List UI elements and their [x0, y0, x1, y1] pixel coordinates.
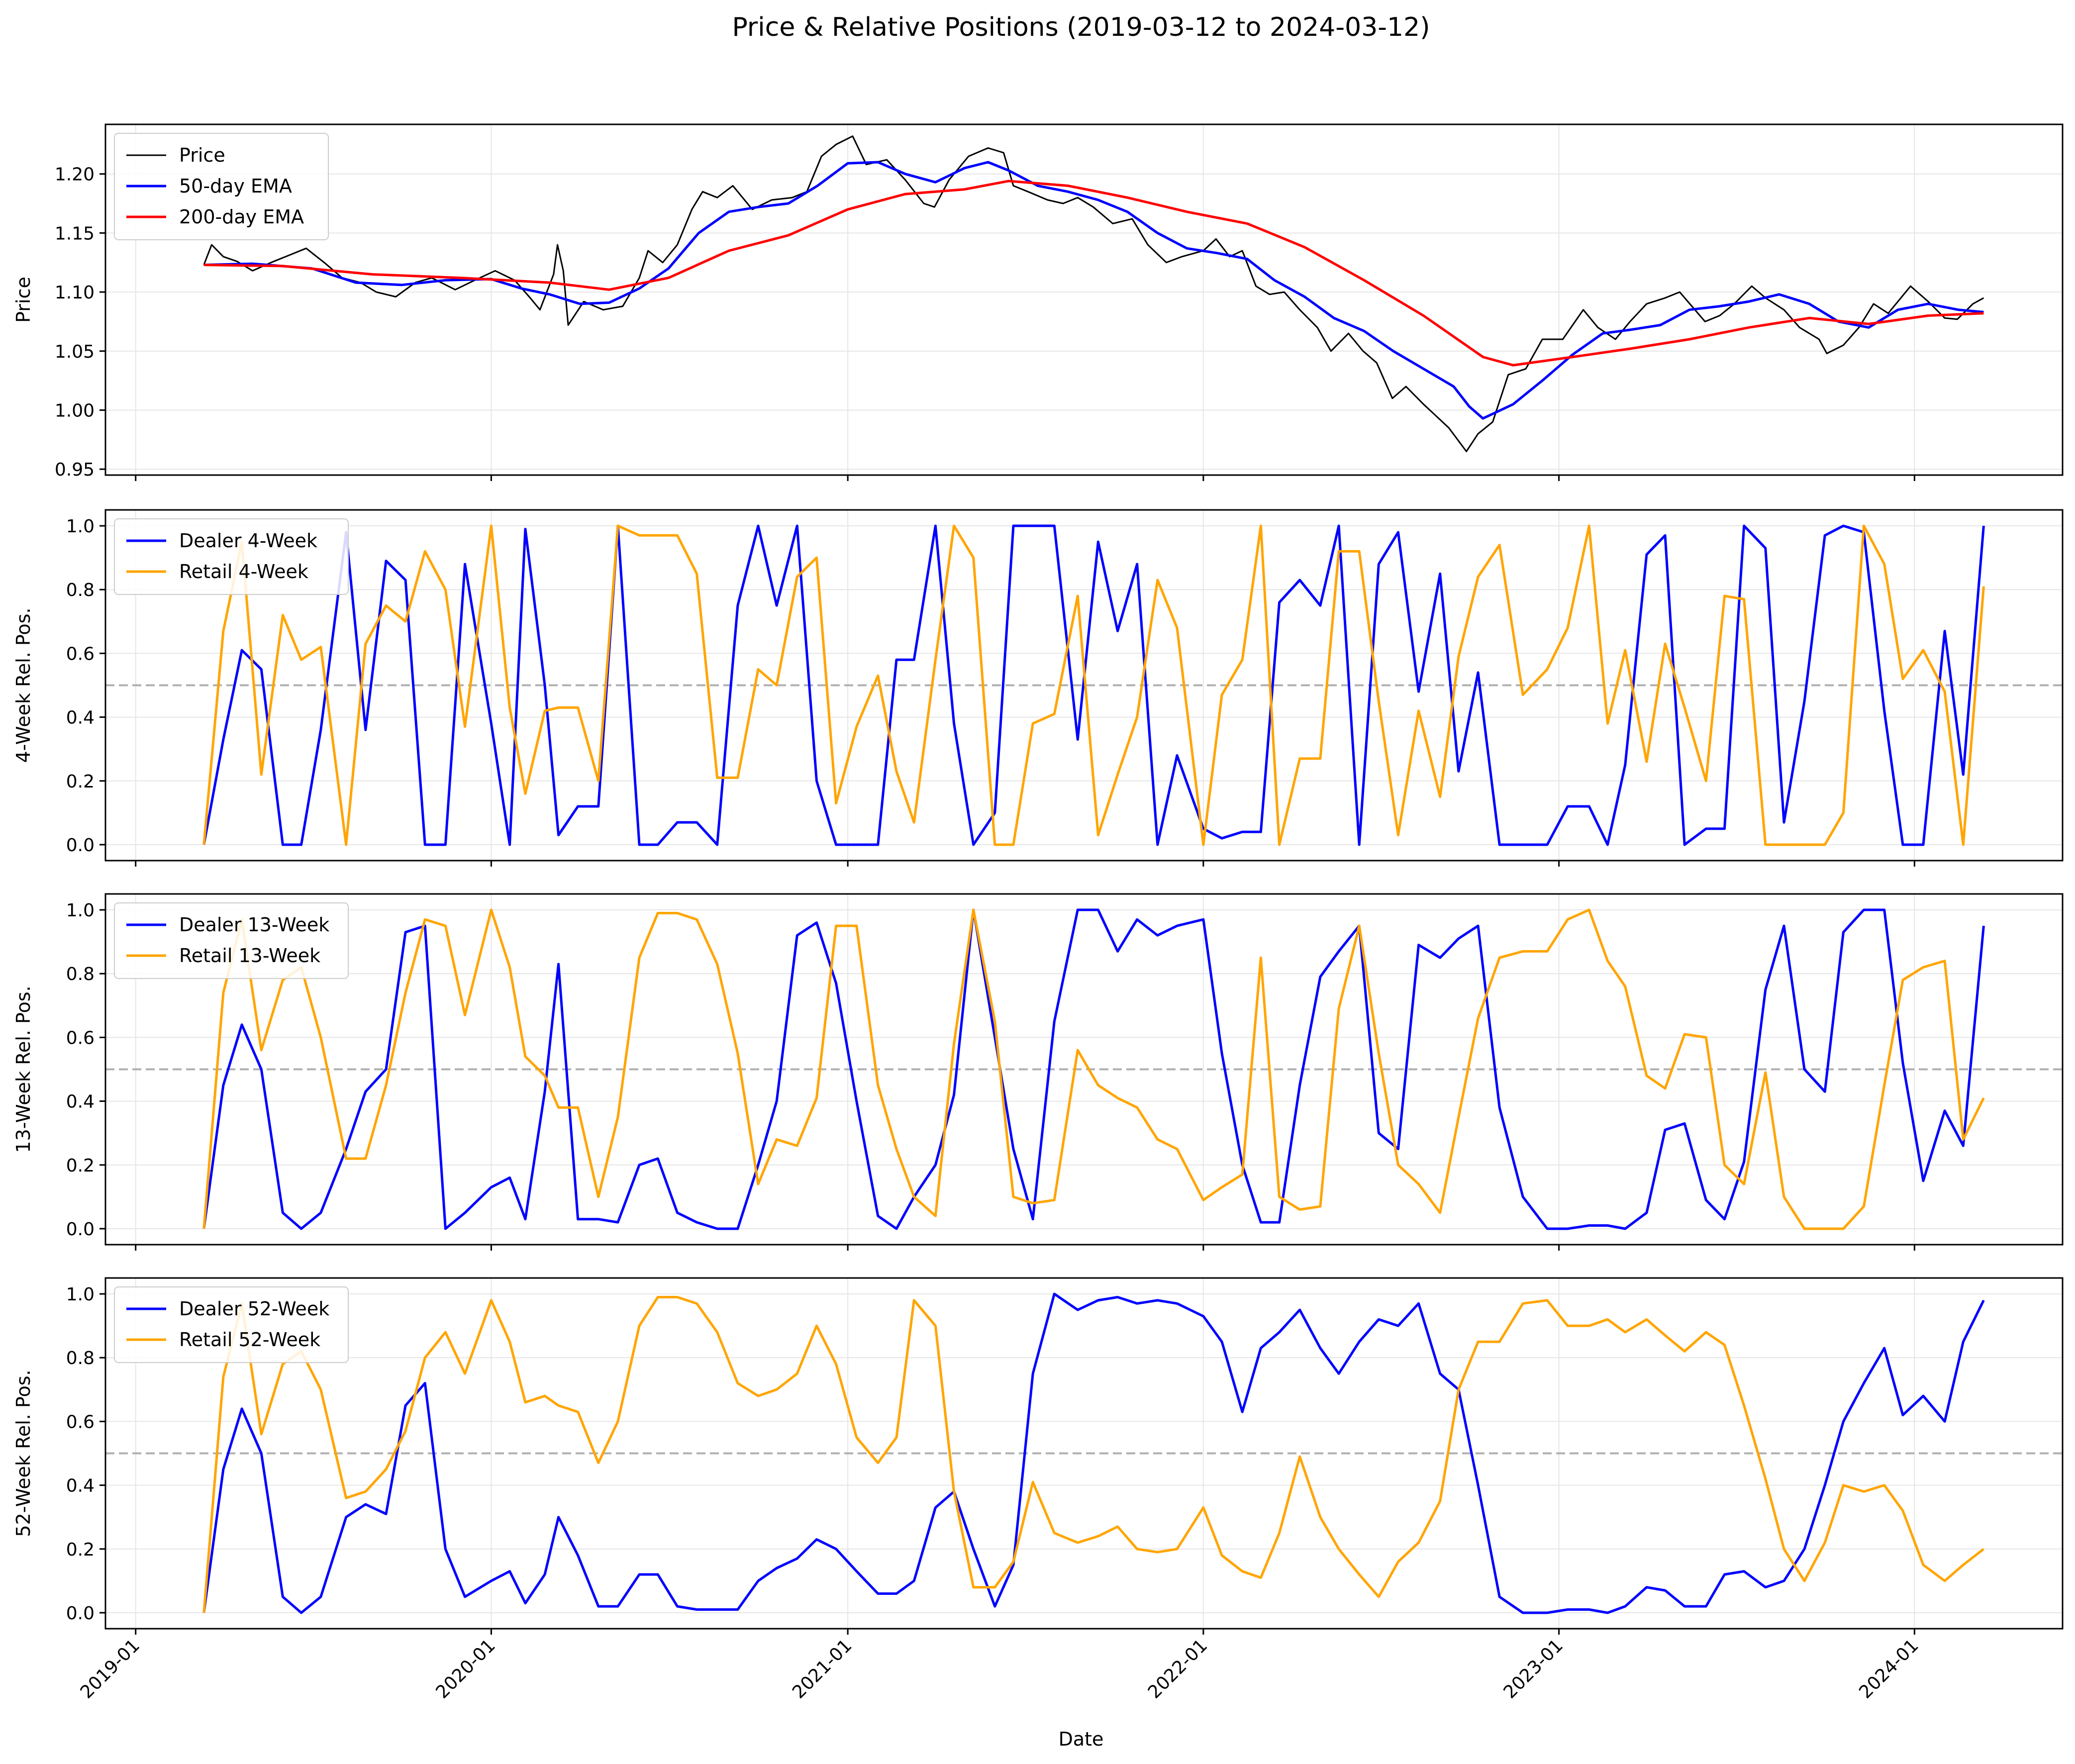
- series-line-dealer-4-week: [202, 524, 1985, 846]
- y-tick-label: 0.8: [66, 964, 95, 984]
- y-tick-label: 0.4: [66, 708, 95, 728]
- series-line-dealer-52-week: [202, 1292, 1985, 1614]
- series-line-dealer-13-week: [202, 908, 1985, 1230]
- legend-panel-1: Price 50-day EMA 200-day EMA: [114, 133, 329, 240]
- y-tick-label: 0.8: [66, 1348, 95, 1369]
- y-tick-label: 1.05: [55, 342, 95, 362]
- series-line-retail-4-week: [202, 524, 1985, 846]
- chart-panels: 0.95 1.00 1.05 1.10 1.15 1.20 Price Price 50-day…: [12, 123, 2064, 1635]
- y-tick-label: 1.20: [55, 165, 95, 185]
- panel-4: 0.0 0.2 0.4 0.6 0.8 1.0 52-Week Rel. Pos. Deale…: [12, 1277, 2064, 1635]
- y-tick-label: 0.95: [55, 460, 95, 480]
- axes-frame-panel-2: [104, 509, 2064, 862]
- legend-label: Price: [179, 144, 225, 166]
- y-axis-label-panel-3: 13-Week Rel. Pos.: [12, 985, 34, 1153]
- axes-frame-panel-3: [104, 893, 2064, 1246]
- legend-box: [114, 902, 349, 979]
- legend-label: Retail 13-Week: [179, 945, 320, 967]
- legend-box: [114, 1286, 349, 1363]
- y-axis-label-panel-4: 52-Week Rel. Pos.: [12, 1370, 34, 1537]
- x-axis-label: Date: [1059, 1728, 1104, 1750]
- grid-panel-2: [105, 510, 2063, 861]
- y-tick-label: 0.0: [66, 835, 95, 856]
- y-tick-label: 1.00: [55, 400, 95, 421]
- legend-label: Dealer 4-Week: [179, 530, 317, 552]
- legend-box: [114, 133, 329, 240]
- y-tick-label: 1.15: [55, 223, 95, 244]
- legend-label: Dealer 13-Week: [179, 914, 329, 936]
- series-line-retail-13-week: [202, 908, 1985, 1230]
- panel-2: 0.0 0.2 0.4 0.6 0.8 1.0 4-Week Rel. Pos. Dealer…: [12, 509, 2064, 867]
- series-line-200-day-ema: [203, 180, 1984, 367]
- y-tick-label: 0.0: [66, 1603, 95, 1624]
- y-tick-label: 0.2: [66, 1540, 95, 1560]
- panel-1: 0.95 1.00 1.05 1.10 1.15 1.20 Price Price 50-day…: [12, 123, 2064, 481]
- y-tick-label: 0.2: [66, 1156, 95, 1176]
- y-tick-label: 0.8: [66, 580, 95, 600]
- y-tick-label: 0.2: [66, 772, 95, 792]
- y-tick-label: 0.4: [66, 1092, 95, 1112]
- y-tick-label: 1.10: [55, 283, 95, 303]
- y-tick-label: 0.6: [66, 644, 95, 664]
- axes-frame-panel-4: [104, 1277, 2064, 1630]
- axes-frame-panel-1: [104, 123, 2064, 476]
- y-axis-label-panel-1: Price: [12, 277, 34, 323]
- legend-panel-2: Dealer 4-Week Retail 4-Week: [114, 518, 349, 595]
- grid-panel-4: [105, 1278, 2063, 1629]
- legend-label: Retail 4-Week: [179, 561, 308, 583]
- y-tick-label: 0.6: [66, 1028, 95, 1048]
- legend-label: Dealer 52-Week: [179, 1298, 329, 1320]
- grid-panel-1: [105, 124, 2063, 475]
- y-tick-label: 0.6: [66, 1412, 95, 1432]
- series-line-50-day-ema: [203, 161, 1984, 420]
- y-tick-label: 0.0: [66, 1219, 95, 1240]
- series-line-retail-52-week: [202, 1296, 1984, 1613]
- y-tick-label: 0.4: [66, 1476, 95, 1496]
- y-tick-label: 1.0: [66, 900, 95, 921]
- grid-panel-3: [105, 894, 2063, 1245]
- legend-panel-4: Dealer 52-Week Retail 52-Week: [114, 1286, 349, 1363]
- figure-title: Price & Relative Positions (2019-03-12 t…: [732, 12, 1430, 42]
- panel-3: 0.0 0.2 0.4 0.6 0.8 1.0 13-Week Rel. Pos. Deale…: [12, 893, 2064, 1251]
- legend-label: 200-day EMA: [179, 206, 304, 228]
- legend-label: Retail 52-Week: [179, 1329, 320, 1351]
- legend-box: [114, 518, 349, 595]
- y-axis-label-panel-2: 4-Week Rel. Pos.: [12, 607, 34, 763]
- legend-label: 50-day EMA: [179, 175, 292, 197]
- y-tick-label: 1.0: [66, 1284, 95, 1305]
- series-line-price: [203, 135, 1984, 452]
- legend-panel-3: Dealer 13-Week Retail 13-Week: [114, 902, 349, 979]
- y-tick-label: 1.0: [66, 516, 95, 537]
